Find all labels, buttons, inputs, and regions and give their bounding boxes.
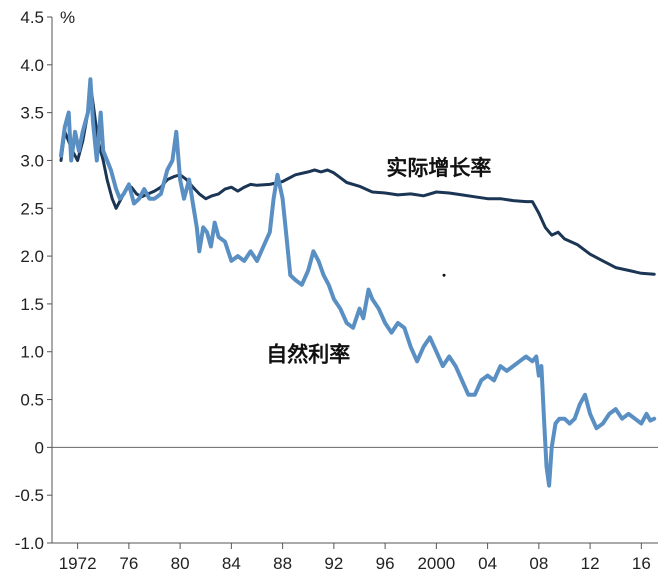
series-annotation-natural-rate: 自然利率 xyxy=(266,342,350,366)
x-tick-label: 16 xyxy=(632,554,651,573)
x-tick-label: 84 xyxy=(222,554,241,573)
y-tick-label: -1.0 xyxy=(15,534,44,553)
x-tick-label: 1972 xyxy=(59,554,97,573)
x-tick-label: 92 xyxy=(324,554,343,573)
x-tick-label: 08 xyxy=(529,554,548,573)
y-tick-label: -0.5 xyxy=(15,486,44,505)
x-tick-label: 76 xyxy=(119,554,138,573)
axis-layer xyxy=(47,16,658,549)
y-tick-label: 0.5 xyxy=(20,391,44,410)
y-tick-label: 4.5 xyxy=(20,8,44,27)
x-tick-label: 2000 xyxy=(417,554,455,573)
series-annotation-real-growth-rate: 实际增长率 xyxy=(386,156,491,180)
series-layer xyxy=(59,77,657,488)
x-tick-label: 80 xyxy=(171,554,190,573)
y-tick-label: 0 xyxy=(35,438,44,457)
y-tick-label: 1.0 xyxy=(20,343,44,362)
y-tick-label: 4.0 xyxy=(20,56,44,75)
y-tick-label: 2.5 xyxy=(20,199,44,218)
x-tick-label: 96 xyxy=(376,554,395,573)
y-tick-label: 2.0 xyxy=(20,247,44,266)
x-tick-label: 88 xyxy=(273,554,292,573)
dot-mark xyxy=(442,273,446,277)
x-tick-label: 12 xyxy=(581,554,600,573)
y-tick-label: 3.0 xyxy=(20,151,44,170)
series-line-natural-rate xyxy=(59,77,657,488)
series-line-real-growth-rate xyxy=(59,82,656,276)
x-tick-label: 04 xyxy=(478,554,497,573)
y-tick-label: 1.5 xyxy=(20,295,44,314)
y-tick-label: 3.5 xyxy=(20,104,44,123)
label-layer: 4.5 4.0 3.5 3.0 2.5 2.0 1.5 1.0 0.5 0 -0.5 -1.0% 197… xyxy=(15,8,651,573)
y-axis-unit: % xyxy=(60,8,75,27)
